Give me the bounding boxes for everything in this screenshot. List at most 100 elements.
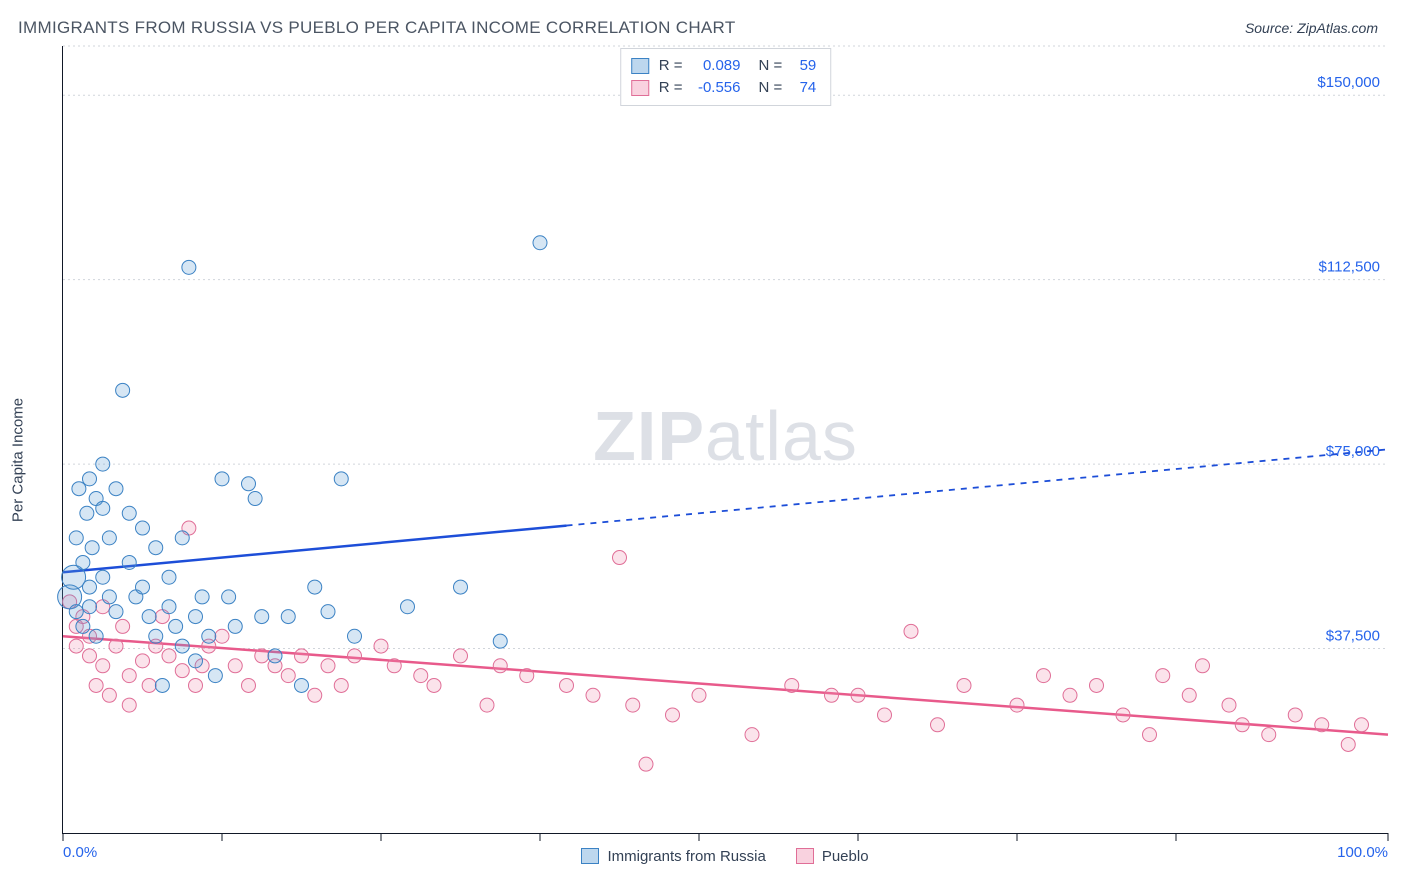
data-point	[825, 688, 839, 702]
data-point	[613, 551, 627, 565]
data-point	[122, 698, 136, 712]
data-point	[109, 482, 123, 496]
data-point	[242, 678, 256, 692]
corr-row-russia: R = 0.089 N = 59	[631, 55, 817, 77]
data-point	[83, 580, 97, 594]
data-point	[102, 590, 116, 604]
data-point	[878, 708, 892, 722]
data-point	[76, 555, 90, 569]
data-point	[1143, 728, 1157, 742]
data-point	[308, 580, 322, 594]
r-value-russia: 0.089	[689, 55, 741, 77]
r-label: R =	[659, 55, 683, 77]
legend-label-pueblo: Pueblo	[822, 848, 869, 865]
data-point	[175, 664, 189, 678]
y-axis-label: Per Capita Income	[10, 398, 27, 522]
data-point	[387, 659, 401, 673]
data-point	[851, 688, 865, 702]
data-point	[155, 678, 169, 692]
data-point	[149, 541, 163, 555]
data-point	[1116, 708, 1130, 722]
data-point	[96, 457, 110, 471]
data-point	[72, 482, 86, 496]
data-point	[228, 619, 242, 633]
svg-text:$37,500: $37,500	[1326, 628, 1380, 645]
data-point	[295, 678, 309, 692]
data-point	[401, 600, 415, 614]
data-point	[374, 639, 388, 653]
data-point	[96, 570, 110, 584]
data-point	[96, 501, 110, 515]
chart-header: IMMIGRANTS FROM RUSSIA VS PUEBLO PER CAP…	[0, 0, 1406, 46]
data-point	[1037, 669, 1051, 683]
corr-row-pueblo: R = -0.556 N = 74	[631, 77, 817, 99]
chart-title: IMMIGRANTS FROM RUSSIA VS PUEBLO PER CAP…	[18, 18, 736, 38]
data-point	[222, 590, 236, 604]
data-point	[586, 688, 600, 702]
data-point	[1288, 708, 1302, 722]
data-point	[142, 610, 156, 624]
data-point	[666, 708, 680, 722]
data-point	[533, 236, 547, 250]
data-point	[639, 757, 653, 771]
data-point	[175, 639, 189, 653]
data-point	[76, 619, 90, 633]
data-point	[182, 260, 196, 274]
data-point	[162, 600, 176, 614]
data-point	[1063, 688, 1077, 702]
data-point	[348, 629, 362, 643]
data-point	[69, 605, 83, 619]
data-point	[1090, 678, 1104, 692]
data-point	[281, 610, 295, 624]
data-point	[1182, 688, 1196, 702]
data-point	[1156, 669, 1170, 683]
legend-label-russia: Immigrants from Russia	[607, 848, 765, 865]
data-point	[80, 506, 94, 520]
data-point	[208, 669, 222, 683]
data-point	[228, 659, 242, 673]
data-point	[85, 541, 99, 555]
data-point	[189, 610, 203, 624]
data-point	[1235, 718, 1249, 732]
swatch-pink-icon	[796, 848, 814, 864]
data-point	[281, 669, 295, 683]
r-label: R =	[659, 77, 683, 99]
data-point	[560, 678, 574, 692]
data-point	[626, 698, 640, 712]
legend-item-pueblo: Pueblo	[796, 848, 869, 865]
svg-text:$150,000: $150,000	[1317, 74, 1380, 91]
swatch-blue-icon	[581, 848, 599, 864]
data-point	[931, 718, 945, 732]
data-point	[136, 521, 150, 535]
data-point	[308, 688, 322, 702]
data-point	[1196, 659, 1210, 673]
data-point	[215, 472, 229, 486]
data-point	[1341, 737, 1355, 751]
data-point	[1262, 728, 1276, 742]
data-point	[83, 649, 97, 663]
data-point	[268, 649, 282, 663]
data-point	[122, 506, 136, 520]
series-legend: Immigrants from Russia Pueblo	[62, 838, 1388, 874]
chart-area: Per Capita Income ZIPatlas $37,500$75,00…	[18, 46, 1388, 874]
swatch-pink-icon	[631, 80, 649, 96]
data-point	[255, 649, 269, 663]
data-point	[122, 669, 136, 683]
data-point	[957, 678, 971, 692]
data-point	[122, 555, 136, 569]
data-point	[520, 669, 534, 683]
data-point	[1355, 718, 1369, 732]
data-point	[69, 639, 83, 653]
data-point	[175, 531, 189, 545]
data-point	[427, 678, 441, 692]
n-value-russia: 59	[788, 55, 816, 77]
data-point	[83, 600, 97, 614]
data-point	[1315, 718, 1329, 732]
data-point	[202, 629, 216, 643]
data-point	[414, 669, 428, 683]
source-attribution: Source: ZipAtlas.com	[1245, 20, 1378, 36]
source-name: ZipAtlas.com	[1297, 20, 1378, 36]
data-point	[169, 619, 183, 633]
n-value-pueblo: 74	[788, 77, 816, 99]
data-point	[116, 619, 130, 633]
